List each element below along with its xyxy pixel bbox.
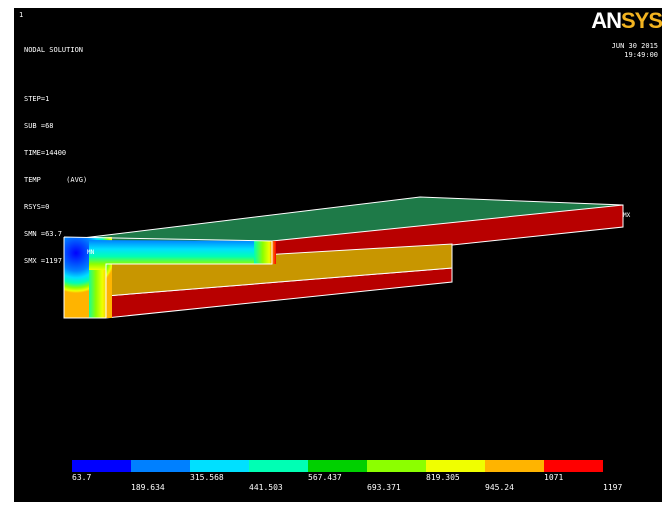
plot-date: JUN 30 2015	[611, 42, 658, 50]
legend-color-3	[190, 460, 249, 472]
legend-color-2	[131, 460, 190, 472]
info-substep: SUB =68	[24, 122, 54, 130]
contour-model[interactable]: MN MX	[14, 8, 662, 502]
model-horizontal-contour-band	[89, 240, 272, 270]
legend-color-5	[308, 460, 367, 472]
contour-legend-bar	[72, 460, 603, 472]
window-number: 1	[19, 11, 24, 19]
legend-color-7	[426, 460, 485, 472]
legend-color-4	[249, 460, 308, 472]
info-step: STEP=1	[24, 95, 50, 103]
mx-marker: MX	[623, 212, 631, 219]
legend-label-63-7: 63.7	[72, 473, 92, 482]
plot-time: 19:49:00	[624, 51, 658, 59]
info-smn: SMN =63.7	[24, 230, 62, 238]
mn-marker: MN	[87, 249, 95, 256]
legend-label-567-437: 567.437	[308, 473, 342, 482]
model-outline	[63, 236, 273, 319]
legend-color-1	[72, 460, 131, 472]
info-time: TIME=14400	[24, 149, 67, 157]
legend-color-9	[544, 460, 603, 472]
legend-label-189-634: 189.634	[131, 483, 165, 492]
legend-label-693-371: 693.371	[367, 483, 401, 492]
solution-info: NODAL SOLUTION STEP=1 SUB =68 TIME=14400…	[24, 28, 87, 284]
legend-label-945-24: 945.24	[485, 483, 514, 492]
legend-label-1071: 1071	[544, 473, 564, 482]
graphics-window[interactable]: 1 ANSYS NODAL SOLUTION STEP=1 SUB =68 TI…	[14, 8, 662, 502]
model-band-end	[254, 241, 276, 264]
ansys-logo: ANSYS	[591, 8, 662, 34]
solution-title: NODAL SOLUTION	[24, 46, 84, 54]
legend-color-6	[367, 460, 426, 472]
info-rsys: RSYS=0	[24, 203, 50, 211]
legend-label-441-503: 441.503	[249, 483, 283, 492]
model-vertical-contour-band	[89, 270, 106, 318]
logo-an-text: AN	[591, 8, 622, 33]
logo-sys-text: SYS	[620, 8, 662, 33]
info-temp: TEMP (AVG)	[24, 176, 88, 184]
legend-color-8	[485, 460, 544, 472]
legend-label-315-568: 315.568	[190, 473, 224, 482]
legend-label-1197: 1197	[603, 483, 623, 492]
legend-label-819-305: 819.305	[426, 473, 460, 482]
info-smx: SMX =1197	[24, 257, 62, 265]
